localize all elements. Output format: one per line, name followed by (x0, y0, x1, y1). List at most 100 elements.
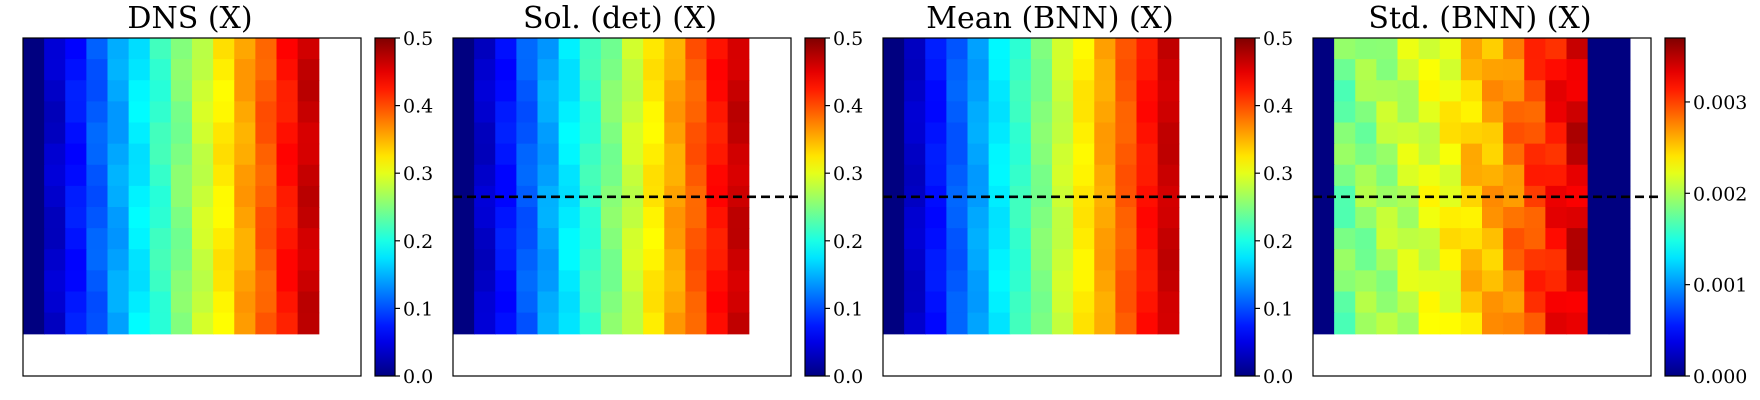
colorbar-tick-label: 0.4 (1263, 96, 1293, 118)
heatmap-cell (1052, 270, 1074, 293)
heatmap-cell (537, 228, 560, 250)
heatmap-cell (643, 59, 665, 81)
heatmap-cell (1355, 291, 1377, 314)
heatmap-cell (1115, 249, 1138, 271)
heatmap-cell (86, 249, 109, 271)
heatmap-cell (149, 270, 172, 293)
colorbar-tick-label: 0.0 (1263, 366, 1293, 388)
heatmap-cell (1157, 143, 1180, 166)
heatmap-cell (453, 270, 475, 293)
heatmap-cell (727, 143, 750, 166)
heatmap-cell (516, 164, 539, 187)
heatmap-cell (1503, 80, 1525, 102)
heatmap-cell (1608, 143, 1631, 166)
heatmap-cell (1157, 228, 1180, 250)
heatmap-cell (170, 59, 193, 81)
heatmap-cell (1052, 249, 1074, 271)
heatmap-cell (946, 291, 969, 314)
heatmap-cell (107, 143, 130, 166)
heatmap-cell (1587, 164, 1610, 187)
heatmap-cell (1376, 38, 1399, 60)
heatmap-cell (23, 312, 45, 335)
heatmap-cell (622, 270, 644, 293)
heatmap-cell (967, 291, 990, 314)
heatmap-cell (1030, 143, 1053, 166)
heatmap-cell (664, 143, 686, 166)
heatmap-cell (643, 249, 665, 271)
heatmap-cell (1313, 270, 1335, 293)
heatmap-cell (213, 143, 235, 166)
heatmap-cell (1545, 270, 1568, 293)
heatmap-cell (255, 228, 278, 250)
heatmap-cell (1313, 143, 1335, 166)
heatmap-cell (883, 270, 905, 293)
heatmap-cell (1157, 207, 1180, 229)
heatmap-cell (453, 143, 475, 166)
heatmap-cell (107, 80, 130, 102)
heatmap-cell (1587, 59, 1610, 81)
heatmap-cell (1073, 59, 1095, 81)
heatmap-cell (1052, 312, 1074, 335)
colorbar-tick-label: 0.2 (833, 231, 863, 253)
heatmap-cell (1418, 312, 1441, 335)
heatmap-cell (1073, 101, 1095, 124)
heatmap-cell (727, 249, 750, 271)
heatmap-cell (1460, 38, 1483, 60)
heatmap-cell (149, 122, 172, 145)
heatmap-cell (255, 249, 278, 271)
heatmap-cell (1566, 228, 1589, 250)
heatmap-cell (170, 249, 193, 271)
heatmap-cell (1115, 80, 1138, 102)
heatmap-cell (904, 164, 926, 187)
heatmap-cell (1376, 101, 1399, 124)
heatmap-cell (170, 291, 193, 314)
colorbar-tick-label: 0.5 (1263, 28, 1293, 50)
heatmap-cell (1157, 164, 1180, 187)
heatmap-cell (558, 228, 581, 250)
colorbar-std-bnn: 0.000 0.001 0.002 0.003 (1664, 37, 1747, 388)
colorbar-tick-label: 0.2 (403, 231, 433, 253)
heatmap-cell (149, 249, 172, 271)
heatmap-cell (904, 207, 926, 229)
heatmap-cell (276, 270, 299, 293)
heatmap-cell (1115, 59, 1138, 81)
heatmap-cell (967, 101, 990, 124)
heatmap-cell (234, 270, 256, 293)
heatmap-cell (1397, 101, 1420, 124)
heatmap-cell (276, 59, 299, 81)
heatmap-cell (474, 164, 496, 187)
heatmap-cell (706, 270, 729, 293)
heatmap-cell (579, 207, 602, 229)
heatmap-cell (1608, 59, 1631, 81)
heatmap-cell (1009, 249, 1032, 271)
heatmap-cell (1460, 207, 1483, 229)
heatmap-cell (883, 122, 905, 145)
heatmap-cell (192, 207, 214, 229)
heatmap-cell (297, 312, 320, 335)
heatmap-cell (1482, 164, 1504, 187)
heatmap-cell (1460, 59, 1483, 81)
heatmap-cell (537, 312, 560, 335)
heatmap-cell (1030, 228, 1053, 250)
heatmap-cell (149, 101, 172, 124)
heatmap-cell (65, 228, 87, 250)
heatmap-cell (600, 143, 623, 166)
heatmap-cell (255, 101, 278, 124)
heatmap-cell (495, 38, 517, 60)
heatmap-cell (453, 164, 475, 187)
heatmap-cell (988, 101, 1011, 124)
heatmap-cell (558, 59, 581, 81)
heatmap-cell (474, 59, 496, 81)
heatmap-cell (1608, 291, 1631, 314)
heatmap-cell (1157, 101, 1180, 124)
heatmap-cell (622, 80, 644, 102)
heatmap-cell (453, 228, 475, 250)
heatmap-cell (1334, 38, 1356, 60)
colorbar-sol-det: 0.0 0.1 0.2 0.3 0.4 0.5 (804, 28, 863, 388)
heatmap-cell (1418, 80, 1441, 102)
heatmap-cell (1157, 249, 1180, 271)
heatmap-cell (685, 228, 708, 250)
heatmap-cell (558, 249, 581, 271)
heatmap-cell (453, 122, 475, 145)
heatmap-cell (170, 101, 193, 124)
